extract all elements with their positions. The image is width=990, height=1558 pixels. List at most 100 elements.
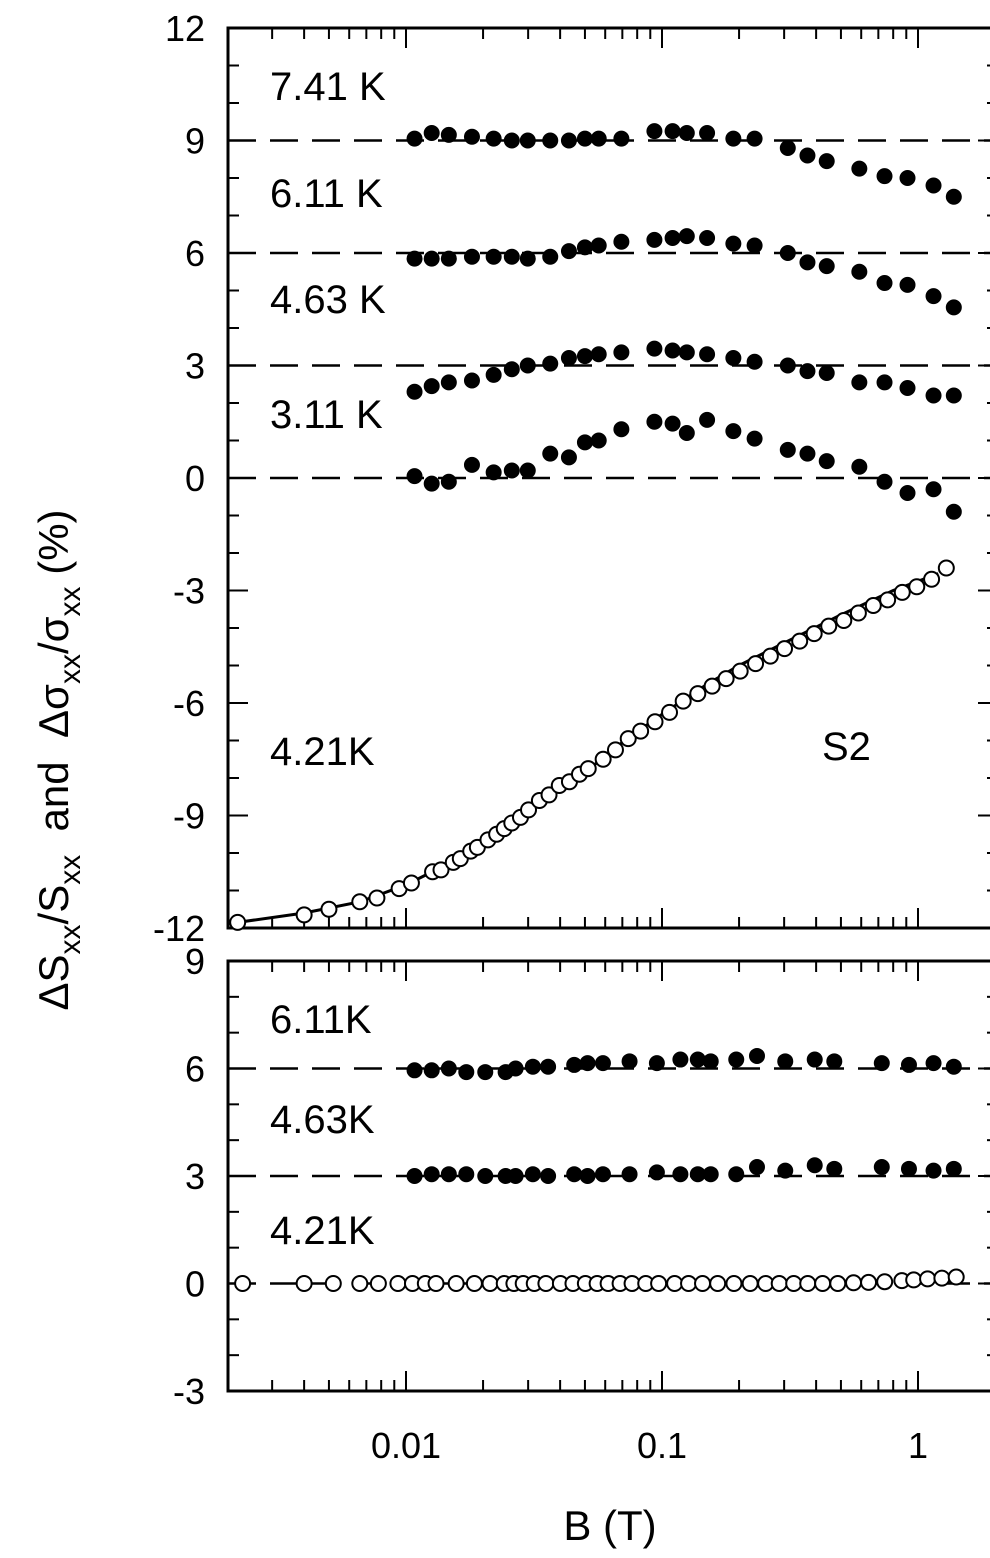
point-7.41K-19 <box>799 147 816 164</box>
ytick-label-12: 12 <box>165 8 205 49</box>
ytitle-part-8: (%) <box>30 509 77 586</box>
point-4.21K-30 <box>661 703 679 721</box>
point-4.63K-4 <box>477 1168 494 1184</box>
point-6.11K-18 <box>748 1047 765 1064</box>
point-3.11K-4 <box>485 464 502 481</box>
point-6.11K-23 <box>900 1056 917 1073</box>
point-7.41K-10 <box>590 130 607 147</box>
ytick-label-6: 6 <box>185 1049 205 1090</box>
point-4.63K-12 <box>646 340 663 357</box>
point-7.41K-16 <box>725 130 742 147</box>
point-4.63K-0 <box>406 1168 423 1184</box>
point-3.11K-5 <box>503 462 520 479</box>
point-4.21K-43 <box>849 604 867 622</box>
point-3.11K-10 <box>590 432 607 449</box>
point-4.63K-24 <box>925 1162 942 1179</box>
point-4.21K-27 <box>680 1275 698 1292</box>
point-6.11K-17 <box>746 237 763 254</box>
point-7.41K-6 <box>519 132 536 149</box>
point-4.63K-7 <box>524 1166 541 1183</box>
ytitle-part-4: and Δσ <box>30 684 77 855</box>
ytitle-part-0: ΔS <box>30 954 77 1010</box>
point-3.11K-7 <box>542 445 559 462</box>
point-3.11K-24 <box>925 481 942 498</box>
point-7.41K-0 <box>406 130 423 147</box>
point-4.63K-19 <box>777 1162 794 1179</box>
point-3.11K-6 <box>519 462 536 479</box>
point-6.11K-9 <box>576 239 593 256</box>
point-4.63K-16 <box>702 1166 719 1183</box>
point-4.21K-34 <box>717 670 735 688</box>
point-7.41K-20 <box>818 153 835 170</box>
point-6.11K-13 <box>648 1055 665 1072</box>
point-4.63K-14 <box>678 344 695 361</box>
point-6.11K-1 <box>423 1062 440 1079</box>
point-4.21K-11 <box>481 1275 499 1292</box>
point-4.63K-22 <box>873 1159 890 1176</box>
point-4.63K-23 <box>899 380 916 396</box>
point-4.63K-3 <box>463 372 480 389</box>
sample-label: S2 <box>822 725 871 769</box>
label-4.63K: 4.63 K <box>270 278 386 322</box>
point-4.21K-25 <box>594 750 612 768</box>
point-4.21K-38 <box>776 640 794 658</box>
point-4.63K-13 <box>664 342 681 359</box>
point-3.11K-2 <box>440 473 457 490</box>
top-series <box>229 123 962 931</box>
point-6.11K-3 <box>463 248 480 265</box>
point-7.41K-14 <box>678 125 695 141</box>
point-3.11K-8 <box>560 449 577 466</box>
point-6.11K-25 <box>945 299 962 316</box>
point-7.41K-24 <box>925 177 942 194</box>
point-6.11K-24 <box>925 288 942 305</box>
point-6.11K-2 <box>440 1060 457 1077</box>
point-4.63K-9 <box>566 1166 583 1183</box>
point-4.21K-2 <box>324 1275 342 1292</box>
bottom-ytick-labels: 9 6 3 0 -3 <box>173 941 205 1412</box>
bottom-series <box>234 1047 965 1292</box>
point-7.41K-9 <box>576 130 593 147</box>
point-4.21K-42 <box>905 1271 923 1289</box>
point-6.11K-8 <box>540 1058 557 1075</box>
point-6.11K-19 <box>777 1053 794 1070</box>
point-4.63K-7 <box>542 355 559 372</box>
point-6.11K-7 <box>524 1058 541 1075</box>
point-4.21K-37 <box>829 1275 847 1292</box>
point-4.63K-24 <box>925 387 942 404</box>
point-4.63K-21 <box>826 1160 843 1177</box>
point-4.21K-36 <box>814 1275 832 1292</box>
ytitle-part-1: xx <box>54 924 87 954</box>
point-7.41K-2 <box>440 126 457 143</box>
label-6.11K: 6.11 K <box>270 172 383 216</box>
ytick-label--3: -3 <box>173 571 205 612</box>
ytick-label-9: 9 <box>185 121 205 162</box>
point-4.21K-8 <box>432 861 450 879</box>
point-4.21K-3 <box>351 1275 369 1292</box>
point-4.21K-16 <box>537 1275 555 1292</box>
point-4.21K-6 <box>402 874 420 892</box>
point-4.21K-33 <box>703 677 721 695</box>
point-4.63K-10 <box>579 1168 596 1184</box>
point-6.11K-15 <box>699 230 716 246</box>
point-4.63K-6 <box>519 357 536 374</box>
point-4.21K-40 <box>876 1273 894 1291</box>
point-7.41K-3 <box>463 128 480 145</box>
point-4.63K-6 <box>507 1168 524 1184</box>
point-4.63K-25 <box>945 387 962 404</box>
ytick-label-3: 3 <box>185 346 205 387</box>
bottom-panel: 9 6 3 0 -3 6.11K 4.63K 4.21K <box>173 941 990 1412</box>
point-6.11K-5 <box>503 248 520 265</box>
point-6.11K-13 <box>664 230 681 246</box>
point-3.11K-22 <box>876 473 893 490</box>
point-4.21K-32 <box>689 685 707 703</box>
point-4.21K-27 <box>619 730 637 748</box>
point-6.11K-10 <box>579 1055 596 1072</box>
point-4.63K-8 <box>540 1168 557 1184</box>
point-7.41K-1 <box>423 125 440 141</box>
point-6.11K-18 <box>779 245 796 261</box>
point-6.11K-24 <box>925 1055 942 1072</box>
point-7.41K-4 <box>485 130 502 147</box>
point-4.21K-38 <box>845 1274 863 1292</box>
point-4.21K-20 <box>540 786 558 804</box>
point-4.21K-41 <box>820 617 838 635</box>
